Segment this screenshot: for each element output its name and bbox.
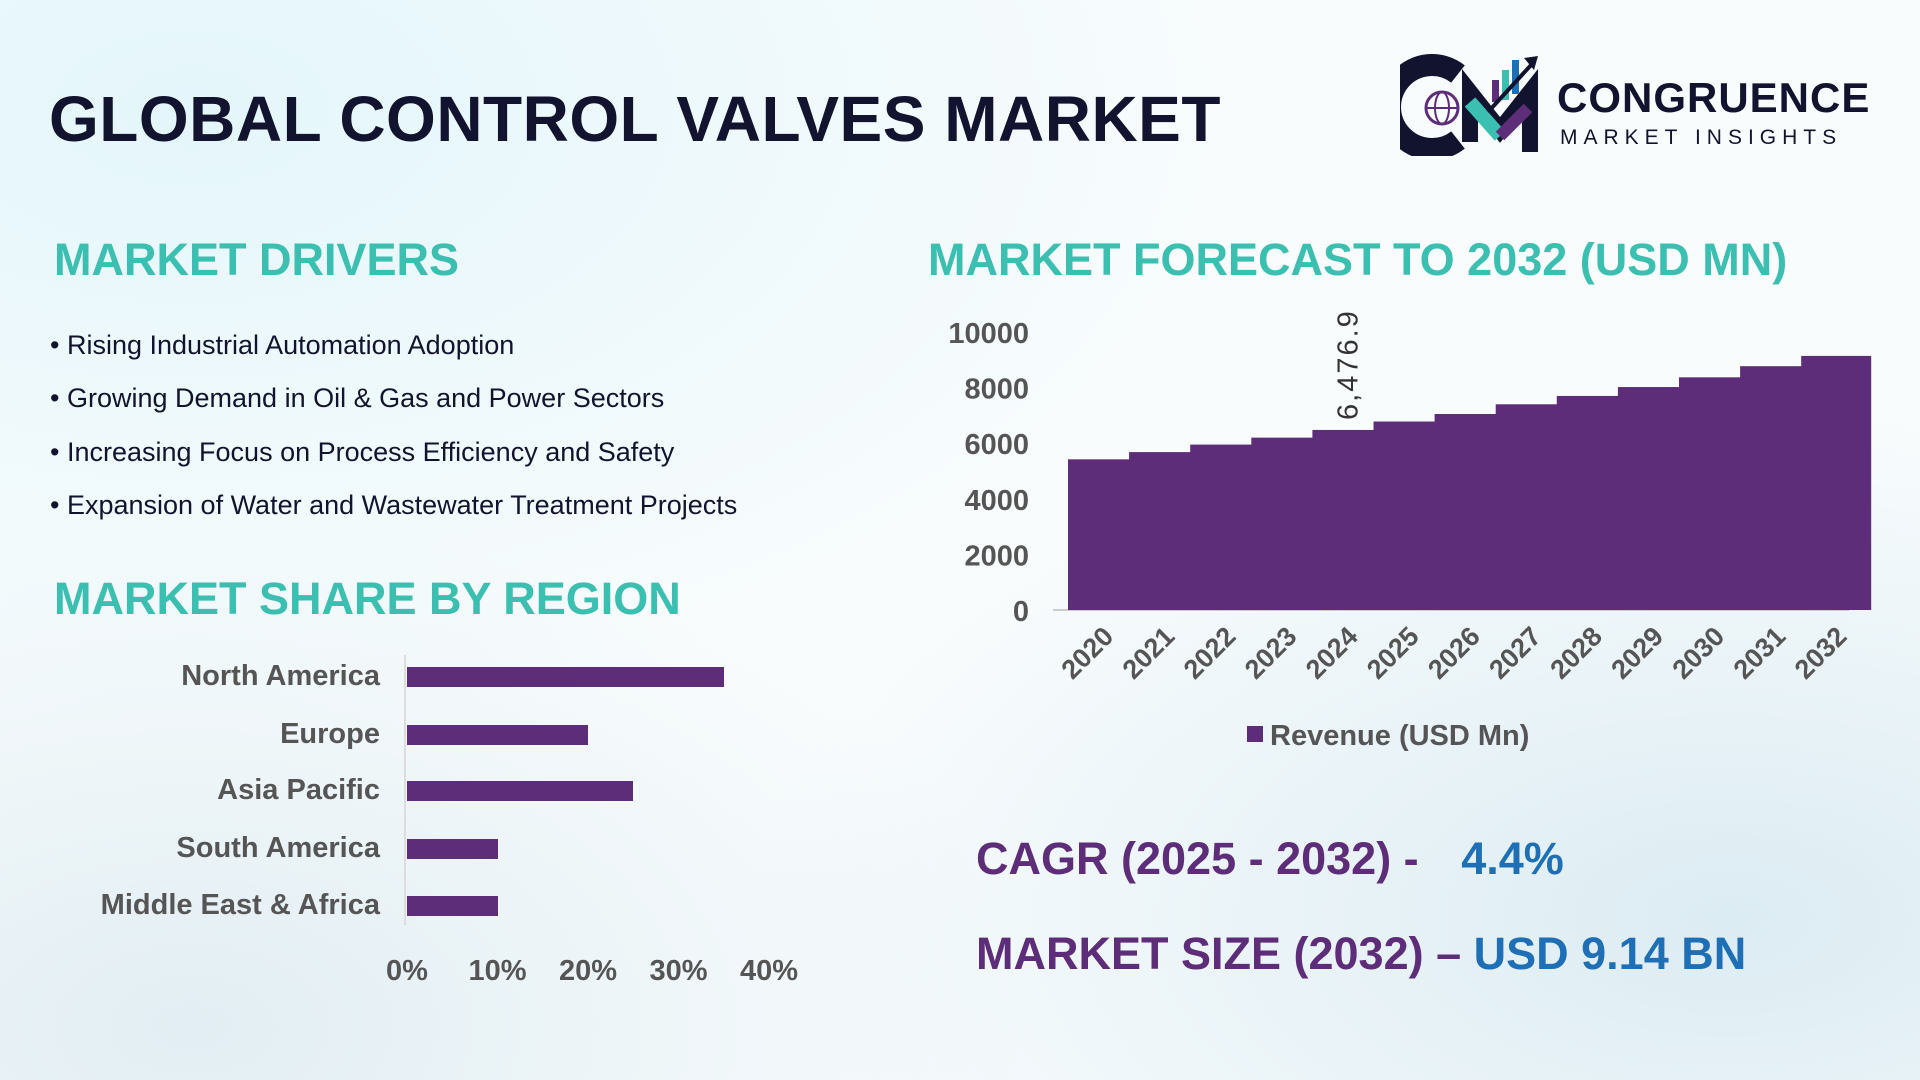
- region-x-tick: 30%: [649, 955, 708, 987]
- forecast-bar: [1495, 404, 1566, 610]
- cagr-value: 4.4%: [1461, 833, 1564, 884]
- forecast-bar: [1617, 387, 1688, 610]
- forecast-bar: [1679, 377, 1749, 610]
- driver-item: • Growing Demand in Oil & Gas and Power …: [50, 383, 665, 413]
- market-size-value: USD 9.14 BN: [1473, 928, 1747, 979]
- x-tick-label: 2026: [1422, 621, 1486, 685]
- x-tick-label: 2022: [1178, 621, 1242, 685]
- drivers-heading: MARKET DRIVERS: [54, 234, 460, 285]
- forecast-bar: [1190, 444, 1261, 610]
- region-bar: [407, 667, 724, 687]
- region-bar: [407, 896, 498, 916]
- data-label: 6,476.9: [1332, 309, 1364, 420]
- region-label: Europe: [280, 718, 380, 750]
- cagr-label: CAGR (2025 - 2032) -: [976, 833, 1419, 884]
- legend-swatch: [1247, 726, 1263, 742]
- driver-text: Increasing Focus on Process Efficiency a…: [66, 437, 675, 467]
- page-title: GLOBAL CONTROL VALVES MARKET: [49, 83, 1221, 155]
- forecast-bar: [1373, 421, 1444, 610]
- x-tick-label: 2027: [1483, 621, 1547, 685]
- forecast-bar: [1129, 452, 1200, 610]
- x-tick-label: 2020: [1056, 621, 1120, 685]
- forecast-bar: [1556, 395, 1627, 610]
- region-x-tick: 0%: [386, 955, 428, 987]
- forecast-heading: MARKET FORECAST TO 2032 (USD MN): [928, 234, 1788, 285]
- region-bar: [407, 839, 498, 859]
- x-tick-label: 2024: [1300, 621, 1364, 685]
- region-x-tick: 10%: [468, 955, 527, 987]
- x-tick-label: 2025: [1361, 621, 1425, 685]
- forecast-bar: [1740, 366, 1811, 610]
- driver-text: Growing Demand in Oil & Gas and Power Se…: [66, 383, 665, 413]
- x-tick-label: 2023: [1239, 621, 1303, 685]
- driver-text: Expansion of Water and Wastewater Treatm…: [66, 490, 738, 520]
- legend-label: Revenue (USD Mn): [1270, 720, 1529, 752]
- y-tick-label: 4000: [964, 485, 1029, 517]
- region-x-tick: 40%: [739, 955, 799, 987]
- logo-mark-icon: [1379, 54, 1538, 160]
- region-bar: [407, 781, 634, 801]
- logo: CONGRUENCE MARKET INSIGHTS: [1379, 52, 1880, 162]
- region-bar: [407, 725, 588, 745]
- cagr-stat: CAGR (2025 - 2032) - 4.4%: [976, 833, 1564, 885]
- y-tick-label: 8000: [964, 374, 1029, 406]
- logo-name: CONGRUENCE: [1557, 74, 1871, 121]
- region-label: North America: [181, 660, 380, 692]
- y-tick-label: 10000: [948, 318, 1029, 350]
- x-tick-label: 2030: [1667, 621, 1731, 685]
- x-tick-label: 2021: [1117, 621, 1181, 685]
- forecast-bar: [1801, 355, 1872, 610]
- driver-item: • Rising Industrial Automation Adoption: [50, 330, 515, 360]
- market-size-stat: MARKET SIZE (2032) – USD 9.14 BN: [976, 928, 1746, 980]
- forecast-bar: [1251, 437, 1322, 610]
- x-tick-label: 2032: [1789, 621, 1853, 685]
- region-label: Middle East & Africa: [100, 889, 380, 921]
- x-tick-label: 2028: [1544, 621, 1608, 685]
- forecast-bar: [1434, 414, 1505, 610]
- driver-text: Rising Industrial Automation Adoption: [66, 330, 515, 360]
- driver-item: • Expansion of Water and Wastewater Trea…: [50, 490, 738, 520]
- y-tick-label: 0: [1013, 596, 1029, 628]
- y-tick-label: 6000: [964, 429, 1029, 461]
- region-label: South America: [176, 832, 380, 864]
- forecast-bar: [1312, 429, 1383, 610]
- market-size-label: MARKET SIZE (2032) –: [976, 928, 1462, 979]
- driver-item: • Increasing Focus on Process Efficiency…: [50, 437, 675, 467]
- x-tick-label: 2031: [1728, 621, 1792, 685]
- forecast-bar: [1068, 459, 1138, 610]
- x-tick-label: 2029: [1605, 621, 1669, 685]
- y-tick-label: 2000: [964, 540, 1029, 572]
- region-label: Asia Pacific: [217, 774, 380, 806]
- region-axis-line: [404, 655, 406, 925]
- region-heading: MARKET SHARE BY REGION: [54, 573, 681, 624]
- logo-tagline: MARKET INSIGHTS: [1560, 126, 1843, 149]
- region-x-tick: 20%: [558, 955, 618, 987]
